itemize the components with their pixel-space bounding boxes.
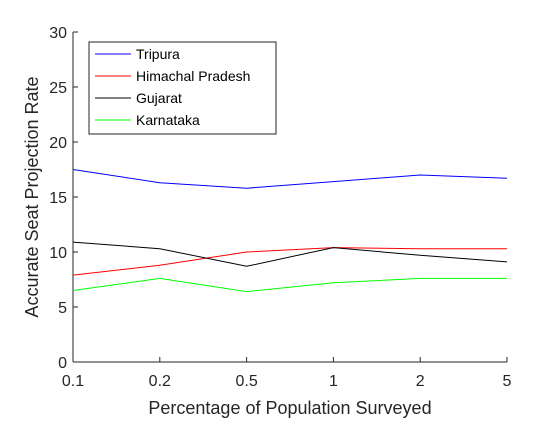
y-tick-label: 30 [49,25,67,42]
x-axis-label: Percentage of Population Surveyed [148,398,431,418]
y-tick-label: 10 [49,245,67,262]
x-tick-label: 0.2 [149,373,171,390]
x-tick-label: 0.5 [235,373,257,390]
series-line-himachal-pradesh [72,247,507,276]
series-line-tripura [72,169,508,189]
legend-label: Gujarat [136,90,182,106]
legend-box [88,41,277,135]
series-line-karnataka [72,277,507,293]
legend-label: Karnataka [136,112,200,128]
y-tick-label: 5 [58,300,67,317]
x-tick-label: 5 [503,373,512,390]
series-lines [72,169,508,293]
x-tick-label: 0.1 [62,373,84,390]
y-tick-label: 25 [49,80,67,97]
series-line-gujarat [72,241,508,267]
x-tick-label: 1 [329,373,338,390]
legend: Tripura Himachal Pradesh Gujarat Karnataka [88,41,277,135]
legend-label: Tripura [136,46,180,62]
x-tick-label: 2 [416,373,425,390]
y-axis-label: Accurate Seat Projection Rate [22,76,42,317]
y-tick-label: 0 [58,355,67,372]
y-tick-label: 15 [49,190,67,207]
legend-label: Himachal Pradesh [136,68,250,84]
y-tick-label: 20 [49,135,67,152]
